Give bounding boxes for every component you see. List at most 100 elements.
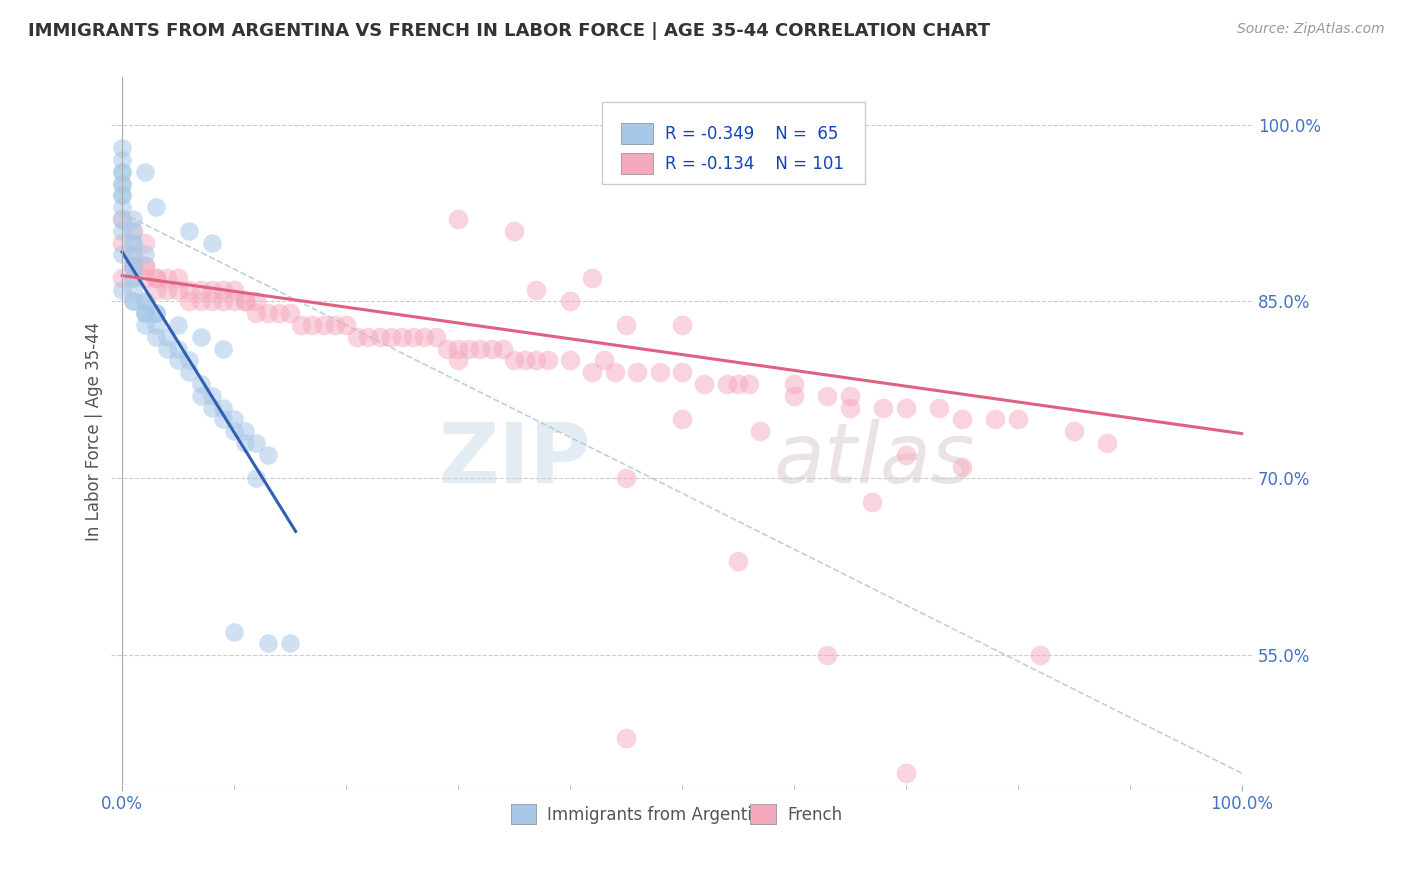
Point (581, 271, 603, 285)
Point (301, 318, 323, 332)
Point (693, 377, 716, 392)
Point (614, 471, 637, 485)
Point (122, 271, 145, 285)
Point (648, 365, 671, 379)
Point (515, 353, 537, 368)
Point (111, 188, 134, 202)
Point (201, 294, 224, 309)
Point (122, 247, 145, 261)
Point (581, 365, 603, 379)
Point (190, 330, 212, 344)
Point (212, 283, 235, 297)
Point (335, 318, 357, 332)
Point (1063, 424, 1085, 438)
Point (458, 342, 481, 356)
Point (380, 330, 402, 344)
Point (783, 389, 806, 403)
Point (111, 224, 134, 238)
Point (716, 377, 738, 392)
Text: R = -0.349    N =  65: R = -0.349 N = 65 (665, 125, 838, 143)
Point (984, 412, 1007, 426)
Point (111, 141, 134, 155)
Point (312, 318, 335, 332)
Point (167, 318, 190, 332)
Point (201, 401, 224, 415)
Point (256, 448, 278, 462)
Point (145, 330, 167, 344)
Point (167, 353, 190, 368)
Point (179, 365, 201, 379)
Point (134, 259, 156, 273)
Point (894, 401, 917, 415)
Point (233, 294, 256, 309)
Point (122, 259, 145, 273)
Point (838, 401, 860, 415)
Point (111, 177, 134, 191)
Point (122, 271, 145, 285)
Text: ZIP: ZIP (439, 419, 591, 500)
Point (134, 306, 156, 320)
Bar (621, 153, 654, 174)
Point (111, 177, 134, 191)
Point (894, 766, 917, 780)
Point (145, 271, 167, 285)
Text: Source: ZipAtlas.com: Source: ZipAtlas.com (1237, 22, 1385, 37)
Point (671, 318, 693, 332)
Point (470, 342, 492, 356)
Point (156, 271, 179, 285)
Point (201, 283, 224, 297)
Point (838, 389, 860, 403)
Point (357, 330, 380, 344)
Point (122, 259, 145, 273)
Point (738, 377, 761, 392)
Point (224, 412, 246, 426)
Point (950, 459, 973, 474)
Point (111, 153, 134, 167)
Point (727, 377, 749, 392)
Point (179, 283, 201, 297)
Point (190, 377, 212, 392)
Point (122, 224, 145, 238)
Point (167, 283, 190, 297)
Point (536, 353, 558, 368)
Point (134, 306, 156, 320)
Point (256, 636, 278, 650)
Point (145, 318, 167, 332)
Point (122, 259, 145, 273)
Point (190, 294, 212, 309)
Point (201, 389, 224, 403)
Point (278, 306, 301, 320)
Point (503, 353, 526, 368)
Point (111, 165, 134, 179)
Point (212, 412, 235, 426)
Point (167, 271, 190, 285)
Point (592, 353, 614, 368)
Point (111, 247, 134, 261)
Point (122, 247, 145, 261)
FancyBboxPatch shape (602, 103, 865, 184)
Point (156, 283, 179, 297)
Point (190, 283, 212, 297)
Point (614, 731, 637, 745)
Point (145, 306, 167, 320)
Point (447, 342, 470, 356)
Point (1097, 436, 1119, 450)
Point (256, 306, 278, 320)
Point (156, 342, 179, 356)
Point (558, 353, 581, 368)
Point (224, 624, 246, 639)
Point (122, 235, 145, 250)
Point (145, 200, 167, 214)
Point (167, 342, 190, 356)
Point (626, 365, 648, 379)
Point (134, 271, 156, 285)
Point (245, 471, 267, 485)
Point (179, 294, 201, 309)
Point (111, 283, 134, 297)
Text: R = -0.134    N = 101: R = -0.134 N = 101 (665, 154, 844, 172)
Point (122, 283, 145, 297)
Point (425, 330, 447, 344)
Point (671, 412, 693, 426)
Point (860, 495, 883, 509)
Point (212, 401, 235, 415)
